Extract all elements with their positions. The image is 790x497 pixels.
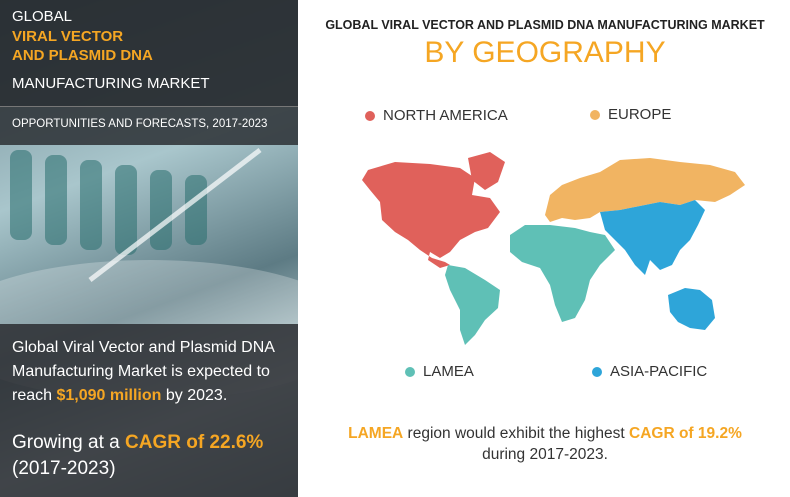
footnote: LAMEA region would exhibit the highest C… — [300, 423, 790, 465]
legend-label: EUROPE — [608, 106, 672, 123]
text: Global Viral Vector and Plasmid DNA Manu… — [12, 339, 275, 404]
legend-dot — [365, 110, 375, 121]
asia-pacific — [600, 200, 715, 330]
north-america — [362, 152, 505, 268]
title-band — [0, 0, 298, 106]
text: by 2023. — [165, 387, 228, 404]
statement: Global Viral Vector and Plasmid DNA Manu… — [12, 336, 292, 408]
summary-band — [0, 324, 298, 497]
title: BY GEOGRAPHY — [424, 36, 666, 69]
world-map — [362, 152, 745, 345]
highlight: CAGR of 22.6% — [125, 432, 264, 453]
europe — [545, 158, 745, 222]
forecast-bar — [0, 106, 298, 145]
pipette — [88, 148, 262, 282]
legend-label: ASIA-PACIFIC — [610, 363, 708, 380]
text: (2017-2023) — [12, 458, 116, 479]
forecast-text: OPPORTUNITIES AND FORECASTS, 2017-2023 — [12, 118, 268, 130]
legend-label: NORTH AMERICA — [383, 107, 508, 124]
report-title: VIRAL VECTOR AND PLASMID DNA — [12, 27, 153, 65]
subtitle: MANUFACTURING MARKET — [12, 75, 210, 92]
growth: Growing at a CAGR of 22.6% (2017-2023) — [12, 430, 292, 482]
legend-item: LAMEA — [405, 363, 474, 380]
legend-dot — [592, 366, 602, 377]
label: GLOBAL — [12, 8, 73, 25]
legend-item: EUROPE — [590, 106, 671, 123]
title-line: AND PLASMID DNA — [12, 47, 153, 64]
tubes — [10, 150, 207, 255]
text: during 2017-2023. — [482, 446, 608, 463]
legend-item: NORTH AMERICA — [365, 107, 508, 124]
title-line: VIRAL VECTOR — [12, 28, 124, 45]
legend-dot — [405, 366, 415, 377]
legend-label: LAMEA — [423, 363, 474, 380]
heading: GLOBAL VIRAL VECTOR AND PLASMID DNA MANU… — [325, 18, 765, 32]
text: Growing at a — [12, 432, 120, 453]
highlight: CAGR of 19.2% — [629, 425, 742, 442]
lamea — [445, 225, 615, 345]
left-panel: GLOBAL VIRAL VECTOR AND PLASMID DNA MANU… — [0, 0, 298, 497]
highlight: LAMEA — [348, 425, 404, 442]
legend-dot — [590, 109, 600, 120]
text: region would exhibit the highest — [407, 425, 625, 442]
highlight: $1,090 million — [56, 387, 162, 404]
legend-item: ASIA-PACIFIC — [592, 363, 707, 380]
